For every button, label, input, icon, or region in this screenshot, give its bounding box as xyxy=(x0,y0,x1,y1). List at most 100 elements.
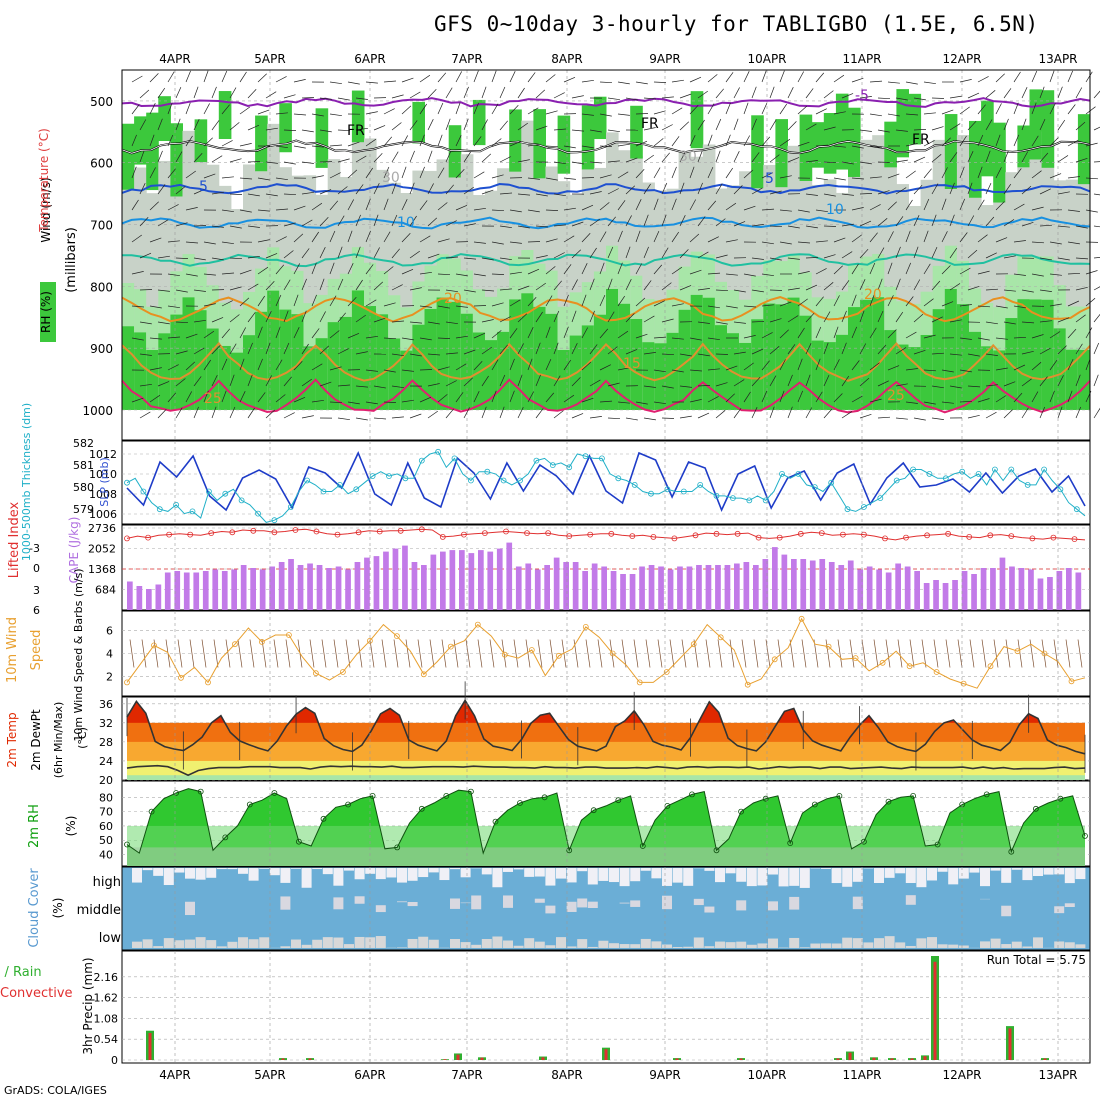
cloud-low-patch xyxy=(333,937,344,948)
wind-barb xyxy=(661,124,673,131)
wind-barb xyxy=(869,80,883,83)
wind-barb xyxy=(257,326,263,339)
wind-barb xyxy=(1003,289,1016,292)
wind-barb xyxy=(275,112,288,115)
cape-bar xyxy=(307,563,313,610)
surface-wind-barb xyxy=(345,639,351,668)
wind-barb xyxy=(527,143,540,147)
wind-barb xyxy=(355,184,364,195)
wind-barb xyxy=(995,237,1008,243)
rh-fill-green xyxy=(702,297,716,410)
rh-fill-green xyxy=(485,340,498,410)
wind-barb xyxy=(221,176,234,179)
precip-convective-bar xyxy=(541,1057,545,1060)
wind-barb xyxy=(185,170,197,179)
cape-bar xyxy=(923,583,930,610)
wind-barb xyxy=(211,120,220,131)
wind-barb xyxy=(841,193,854,196)
wind-barb xyxy=(833,295,840,307)
wind-barb xyxy=(445,321,458,325)
lifted-index-line-point xyxy=(1050,534,1057,541)
thickness-line-point xyxy=(124,479,130,486)
wind-barb xyxy=(589,129,602,133)
wind-barb xyxy=(913,97,926,101)
wind-barb xyxy=(437,366,450,371)
wind-barb xyxy=(157,118,163,131)
wind-barb xyxy=(409,353,422,357)
wind-barb xyxy=(671,166,677,179)
wind-barb xyxy=(419,271,432,275)
wind-barb xyxy=(959,106,970,115)
wind-barb xyxy=(859,129,872,132)
cloud-high-gap xyxy=(185,868,195,879)
wind-barb xyxy=(545,295,553,307)
wind-barb xyxy=(985,216,995,227)
wind-barb xyxy=(1003,118,1009,131)
cloud-high-gap xyxy=(1033,868,1043,877)
cape-bar xyxy=(866,566,873,610)
wind-barb xyxy=(563,294,569,307)
rh-fill-upper-green xyxy=(811,122,825,168)
cloud-high-gap xyxy=(524,868,535,877)
wind-barb xyxy=(499,120,508,131)
thickness-axis-label: 1000-500mb Thickness (dm) xyxy=(20,403,33,561)
wind-barb xyxy=(815,177,828,181)
wind-barb xyxy=(545,358,552,371)
wind-barb xyxy=(977,76,989,83)
wind-barb xyxy=(373,153,383,163)
wind-barb xyxy=(185,241,199,244)
cape-bar xyxy=(828,562,835,610)
wind-barb xyxy=(941,109,954,115)
wind-barb xyxy=(877,247,885,259)
surface-wind-barb xyxy=(393,639,399,668)
thickness-line-point xyxy=(533,457,540,464)
surface-wind-barb xyxy=(333,639,339,668)
wind-barb xyxy=(391,214,398,227)
wind-barb xyxy=(481,189,494,195)
wind-barb xyxy=(967,353,980,357)
cloud-high-gap xyxy=(333,868,344,886)
wind-barb xyxy=(1085,327,1093,339)
wind-barb xyxy=(689,166,695,179)
wind-barb xyxy=(877,161,891,163)
rh-line-point xyxy=(271,790,278,796)
wind-barb xyxy=(581,263,588,275)
wind-barb xyxy=(635,113,649,115)
cloud-low-patch xyxy=(810,943,821,948)
wind-barb xyxy=(841,375,850,387)
cloud-high-gap xyxy=(153,868,164,876)
wind-barb xyxy=(175,321,189,324)
wind-barb xyxy=(265,193,278,197)
cloud-row-label: high xyxy=(93,875,121,890)
wind-barb xyxy=(157,219,169,227)
wind-barb xyxy=(347,401,360,405)
wind-barb xyxy=(679,285,692,291)
wind-barb xyxy=(329,230,336,243)
wind-barb xyxy=(203,241,216,245)
cloud-middle-patch xyxy=(545,905,556,914)
wind-barb xyxy=(725,72,734,83)
wind-barb xyxy=(913,279,921,291)
wind-barb xyxy=(239,209,252,213)
wind-barb xyxy=(859,279,866,291)
wind-barb xyxy=(689,369,703,372)
temperature-contour xyxy=(122,253,1091,268)
lifted-index-line-point xyxy=(566,533,573,539)
cape-bar xyxy=(781,554,788,610)
cloud-high-gap xyxy=(566,868,577,883)
wind-barb xyxy=(625,349,638,355)
wind-barb xyxy=(563,264,572,275)
wind-barb xyxy=(661,152,670,163)
lifted-index-line-point xyxy=(524,530,530,536)
wind-barb xyxy=(743,335,756,339)
cape-bar xyxy=(496,548,503,610)
wind-barb xyxy=(1085,177,1099,180)
cloud-high-gap xyxy=(895,868,906,874)
wind-barb xyxy=(167,204,179,211)
precip-convective-bar xyxy=(604,1049,608,1060)
wind-barb xyxy=(1013,168,1022,179)
wind-barb xyxy=(941,167,948,179)
rh-fill-upper-green xyxy=(218,91,232,140)
wind-barb xyxy=(149,134,155,147)
wind-barb xyxy=(427,119,434,131)
